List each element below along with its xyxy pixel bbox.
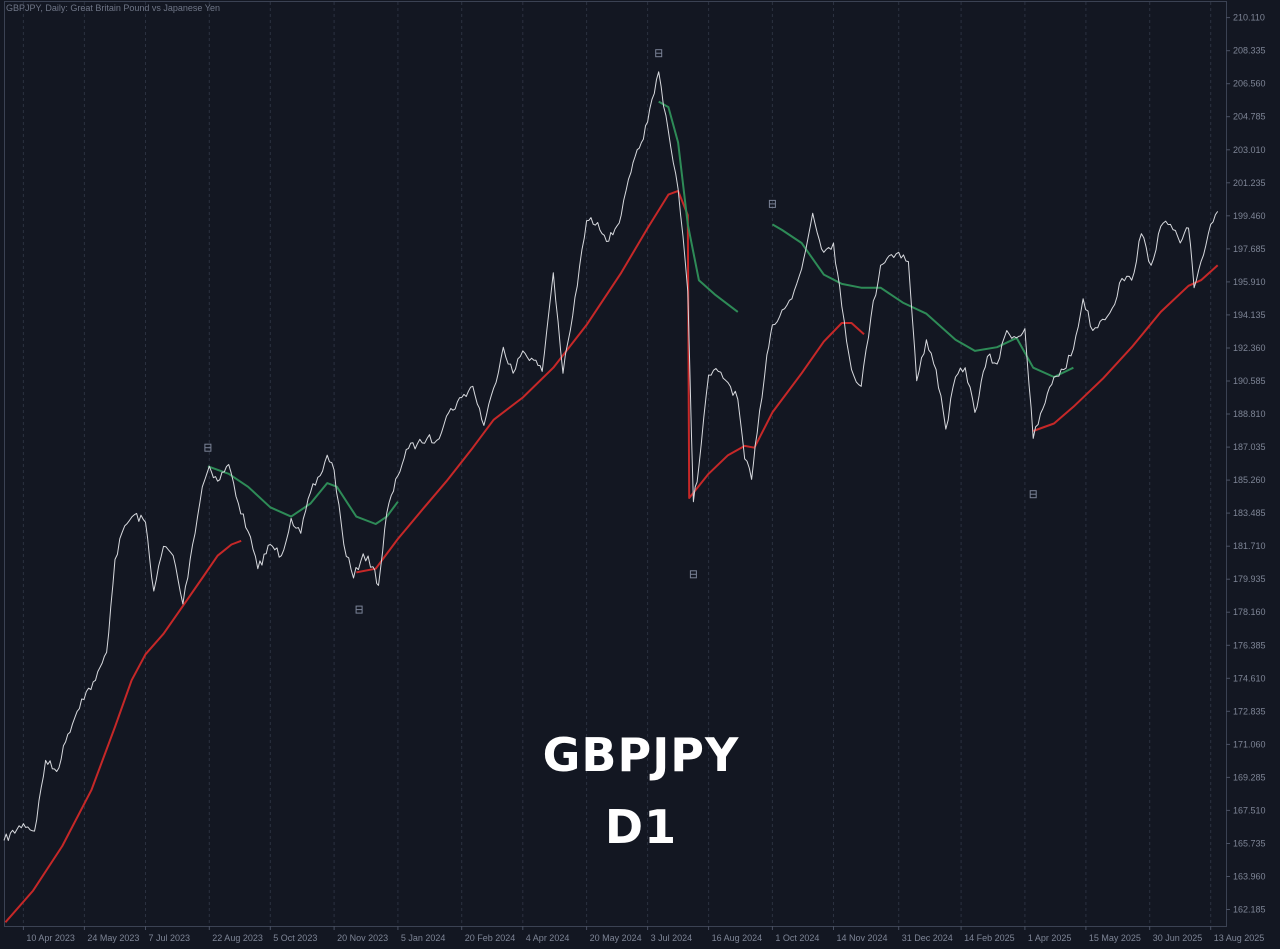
time-tick-label: 20 May 2024: [590, 933, 642, 943]
vertical-grid: [22, 2, 1212, 926]
time-tick-label: 15 May 2025: [1089, 933, 1141, 943]
price-tick-label: 199.460: [1233, 211, 1266, 221]
ma-down-segment: [356, 189, 865, 574]
price-tick-label: 167.510: [1233, 805, 1266, 815]
price-tick-label: 188.810: [1233, 409, 1266, 419]
moving-average-up: [207, 100, 1074, 525]
price-tick-label: 163.960: [1233, 872, 1266, 882]
price-tick-label: 172.835: [1233, 706, 1266, 716]
overlay-symbol-text: GBPJPY: [542, 728, 740, 782]
price-tick-label: 171.060: [1233, 739, 1266, 749]
ma-up-segment: [658, 100, 739, 313]
price-tick-label: 203.010: [1233, 145, 1266, 155]
price-tick-label: 165.735: [1233, 839, 1266, 849]
price-tick-label: 208.335: [1233, 46, 1266, 56]
time-tick-label: 3 Jul 2024: [651, 933, 693, 943]
price-tick-label: 162.185: [1233, 905, 1266, 915]
time-tick-label: 7 Jul 2023: [149, 933, 191, 943]
ma-up-segment: [771, 223, 1074, 378]
price-series: [3, 71, 1219, 841]
price-tick-label: 183.485: [1233, 508, 1266, 518]
ma-down-segment: [1032, 264, 1219, 432]
price-line: [3, 71, 1219, 841]
price-tick-label: 192.360: [1233, 343, 1266, 353]
time-tick-label: 14 Nov 2024: [837, 933, 888, 943]
price-tick-label: 187.035: [1233, 442, 1266, 452]
chart-symbol-title: GBPJPY, Daily: Great Britain Pound vs Ja…: [6, 3, 220, 13]
price-tick-label: 201.235: [1233, 178, 1266, 188]
time-tick-label: 5 Oct 2023: [273, 933, 317, 943]
price-tick-label: 197.685: [1233, 244, 1266, 254]
fractal-markers: [204, 49, 1037, 614]
price-tick-label: 195.910: [1233, 277, 1266, 287]
price-tick-label: 169.285: [1233, 772, 1266, 782]
price-tick-label: 194.135: [1233, 310, 1266, 320]
time-tick-label: 31 Dec 2024: [902, 933, 953, 943]
price-axis[interactable]: 162.185 163.960 165.735 167.510 169.285 171.0…: [1226, 13, 1266, 915]
price-tick-label: 176.385: [1233, 640, 1266, 650]
price-tick-label: 185.260: [1233, 475, 1266, 485]
time-tick-label: 5 Jan 2024: [401, 933, 446, 943]
price-tick-label: 206.560: [1233, 79, 1266, 89]
time-tick-label: 14 Feb 2025: [964, 933, 1015, 943]
ma-up-segment: [207, 465, 399, 525]
overlay-timeframe-text: D1: [604, 800, 678, 854]
time-tick-label: 30 Jun 2025: [1153, 933, 1203, 943]
time-tick-label: 20 Feb 2024: [465, 933, 516, 943]
time-tick-label: 1 Apr 2025: [1028, 933, 1072, 943]
price-tick-label: 210.110: [1233, 13, 1265, 23]
price-tick-label: 174.610: [1233, 673, 1266, 683]
time-tick-label: 24 May 2023: [87, 933, 139, 943]
plot-frame: [4, 1, 1227, 927]
time-axis[interactable]: 10 Apr 2023 24 May 2023 7 Jul 2023 22 Aug 2…: [22, 926, 1265, 943]
time-tick-label: 1 Oct 2024: [775, 933, 819, 943]
price-tick-label: 204.785: [1233, 112, 1266, 122]
price-tick-label: 190.585: [1233, 376, 1266, 386]
price-tick-label: 181.710: [1233, 541, 1266, 551]
time-tick-label: 13 Aug 2025: [1214, 933, 1265, 943]
time-tick-label: 20 Nov 2023: [337, 933, 388, 943]
ma-down-segment: [4, 539, 242, 923]
time-tick-label: 4 Apr 2024: [526, 933, 570, 943]
moving-average-down: [4, 189, 1219, 923]
price-tick-label: 179.935: [1233, 574, 1266, 584]
time-tick-label: 22 Aug 2023: [212, 933, 263, 943]
price-tick-label: 178.160: [1233, 607, 1266, 617]
time-tick-label: 16 Aug 2024: [712, 933, 763, 943]
time-tick-label: 10 Apr 2023: [26, 933, 75, 943]
